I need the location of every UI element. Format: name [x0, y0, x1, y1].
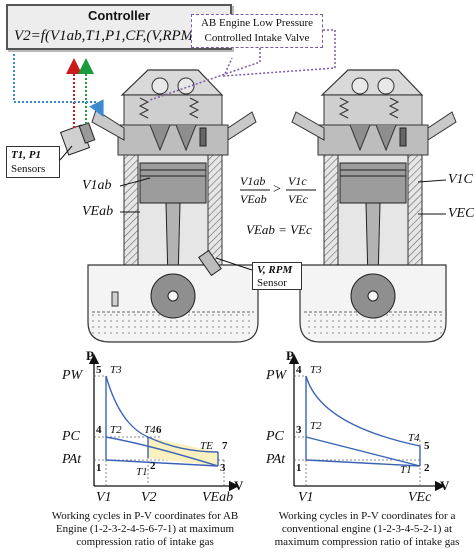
pv-ab-temp-t4: T4 — [144, 424, 156, 436]
pv-conv-point-1: 1 — [296, 462, 302, 474]
label-veab: VEab — [82, 204, 114, 219]
pv-conv-tick-pat: PAt — [266, 452, 286, 467]
caption-ab: Working cycles in P-V coordinates for AB… — [30, 510, 260, 549]
pv-ab-temp-t3: T3 — [110, 364, 122, 376]
controller-title: Controller — [87, 8, 151, 23]
pv-conv-point-4: 4 — [296, 364, 302, 376]
tp-sensor-icon — [59, 122, 96, 156]
vrpm-sensor-label: V, RPM Sensor — [252, 262, 302, 290]
pv-ab-tick-v1: V1 — [96, 490, 112, 505]
valve-label-line1: AB Engine Low Pressure — [200, 17, 314, 29]
pv-conv-point-3: 3 — [296, 424, 302, 436]
volume-equality: VEab = VEc — [246, 222, 312, 237]
controller-formula: V2=f(V1ab,T1,P1,CF,(V,RPM)) — [14, 28, 204, 44]
ratio-operator: > — [273, 182, 281, 197]
pv-conv-temp-t1: T1 — [400, 464, 412, 476]
pv-conv-tick-pw: PW — [266, 368, 287, 383]
pv-ab-temp-te: TE — [200, 440, 213, 452]
pv-ab-tick-veab: VEab — [202, 490, 234, 505]
pv-conv-axis-v: V — [440, 478, 450, 493]
pv-ab-point-7: 7 — [222, 440, 228, 452]
tp-sensor-title: T1, P1 — [11, 149, 41, 161]
tp-sensor-sub: Sensors — [11, 163, 46, 175]
pv-chart-conventional — [288, 353, 446, 492]
pv-ab-tick-v2: V2 — [141, 490, 157, 505]
pv-conv-temp-t3: T3 — [310, 364, 322, 376]
pv-ab-tick-pat: PAt — [62, 452, 82, 467]
vrpm-sensor-sub: Sensor — [257, 277, 287, 289]
pv-ab-temp-t1: T1 — [136, 466, 148, 478]
ratio-right-numerator: V1c — [288, 174, 307, 188]
valve-label-line2: Controlled Intake Valve — [204, 32, 310, 44]
caption-conv-line1: Working cycles in P-V coordinates for a — [278, 510, 456, 522]
pv-ab-point-3: 3 — [220, 462, 226, 474]
caption-ab-line2: Engine (1-2-3-2-4-5-6-7-1) at maximum — [55, 523, 235, 535]
pv-ab-tick-pw: PW — [62, 368, 83, 383]
pv-ab-tick-pc: PC — [62, 429, 80, 444]
pv-conv-point-5: 5 — [424, 440, 430, 452]
pv-conv-tick-pc: PC — [266, 429, 284, 444]
ratio-left-denominator: VEab — [240, 192, 267, 206]
pv-ab-axis-p: P — [86, 348, 94, 363]
caption-ab-line1: Working cycles in P-V coordinates for AB — [51, 510, 239, 522]
pv-conv-tick-vec: VEc — [408, 490, 432, 505]
controller-box: Controller V2=f(V1ab,T1,P1,CF,(V,RPM)) — [6, 4, 232, 50]
pv-conv-tick-v1: V1 — [298, 490, 314, 505]
tp-sensor-label: T1, P1 Sensors — [6, 146, 60, 178]
signal-lines — [13, 29, 447, 271]
pv-conv-temp-t4: T4 — [408, 432, 420, 444]
label-v1ab: V1ab — [82, 178, 112, 193]
pv-ab-axis-v: V — [234, 478, 244, 493]
pv-ab-point-6: 6 — [156, 424, 162, 436]
caption-conv-line3: maximum compression ratio of intake gas — [274, 536, 460, 548]
pv-conv-point-2: 2 — [424, 462, 430, 474]
caption-conventional: Working cycles in P-V coordinates for a … — [262, 510, 472, 549]
intake-valve-label: AB Engine Low Pressure Controlled Intake… — [191, 14, 323, 48]
pv-ab-temp-t2: T2 — [110, 424, 122, 436]
label-vec: VEC — [448, 206, 474, 221]
ab-engine — [59, 69, 259, 343]
pv-conv-axis-p: P — [286, 348, 294, 363]
vrpm-sensor-title: V, RPM — [257, 264, 293, 276]
pv-ab-point-4: 4 — [96, 424, 102, 436]
caption-ab-line3: compression ratio of intake gas — [76, 536, 214, 548]
pv-conv-temp-t2: T2 — [310, 420, 322, 432]
caption-conv-line2: conventional engine (1-2-3-4-5-2-1) at — [281, 523, 453, 535]
pv-chart-ab — [88, 353, 240, 492]
rpm-sensor-icon — [198, 249, 222, 277]
conventional-engine — [291, 69, 457, 343]
pv-ab-point-2: 2 — [150, 460, 156, 472]
ratio-right-denominator: VEc — [288, 192, 308, 206]
pv-ab-point-5: 5 — [96, 364, 102, 376]
label-v1c: V1C — [448, 172, 473, 187]
pv-ab-point-1: 1 — [96, 462, 102, 474]
ratio-left-numerator: V1ab — [240, 174, 266, 188]
